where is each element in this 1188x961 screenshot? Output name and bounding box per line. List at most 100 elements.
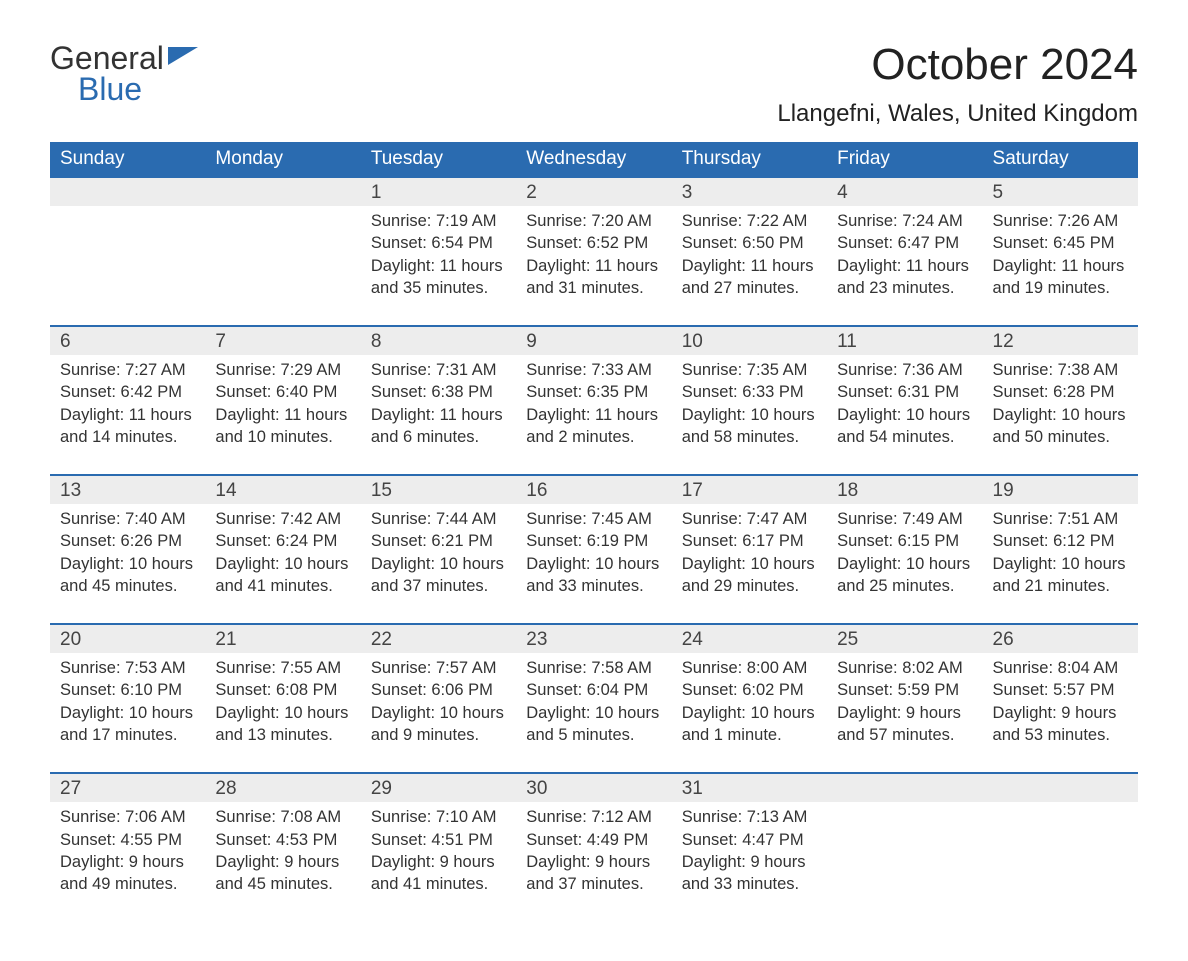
- daylight-text: Daylight: 10 hours and 21 minutes.: [993, 553, 1128, 598]
- sunrise-text: Sunrise: 7:53 AM: [60, 657, 195, 679]
- location-text: Llangefni, Wales, United Kingdom: [777, 100, 1138, 128]
- daylight-text: Daylight: 11 hours and 31 minutes.: [526, 255, 661, 300]
- sunset-text: Sunset: 6:10 PM: [60, 679, 195, 701]
- sunset-text: Sunset: 6:45 PM: [993, 232, 1128, 254]
- sunset-text: Sunset: 6:19 PM: [526, 530, 661, 552]
- sunset-text: Sunset: 6:31 PM: [837, 381, 972, 403]
- daylight-text: Daylight: 11 hours and 19 minutes.: [993, 255, 1128, 300]
- day-data-cell: Sunrise: 7:57 AMSunset: 6:06 PMDaylight:…: [361, 653, 516, 773]
- day-data-cell: [205, 206, 360, 326]
- sunset-text: Sunset: 5:59 PM: [837, 679, 972, 701]
- daylight-text: Daylight: 11 hours and 10 minutes.: [215, 404, 350, 449]
- sunset-text: Sunset: 6:02 PM: [682, 679, 817, 701]
- sunset-text: Sunset: 5:57 PM: [993, 679, 1128, 701]
- day-number-cell: 6: [50, 326, 205, 355]
- day-number-cell: 31: [672, 773, 827, 802]
- title-block: October 2024 Llangefni, Wales, United Ki…: [777, 40, 1138, 136]
- daylight-text: Daylight: 9 hours and 45 minutes.: [215, 851, 350, 896]
- day-header-row: SundayMondayTuesdayWednesdayThursdayFrid…: [50, 142, 1138, 177]
- day-number-cell: 30: [516, 773, 671, 802]
- daylight-text: Daylight: 10 hours and 45 minutes.: [60, 553, 195, 598]
- day-number-cell: 4: [827, 177, 982, 206]
- day-number-cell: 8: [361, 326, 516, 355]
- day-number-cell: 18: [827, 475, 982, 504]
- sunrise-text: Sunrise: 7:13 AM: [682, 806, 817, 828]
- sunset-text: Sunset: 6:12 PM: [993, 530, 1128, 552]
- day-data-cell: Sunrise: 7:53 AMSunset: 6:10 PMDaylight:…: [50, 653, 205, 773]
- daylight-text: Daylight: 9 hours and 41 minutes.: [371, 851, 506, 896]
- sunrise-text: Sunrise: 8:04 AM: [993, 657, 1128, 679]
- daylight-text: Daylight: 9 hours and 53 minutes.: [993, 702, 1128, 747]
- sunset-text: Sunset: 6:26 PM: [60, 530, 195, 552]
- sunrise-text: Sunrise: 7:19 AM: [371, 210, 506, 232]
- day-data-cell: Sunrise: 7:19 AMSunset: 6:54 PMDaylight:…: [361, 206, 516, 326]
- sunrise-text: Sunrise: 7:40 AM: [60, 508, 195, 530]
- day-number-cell: 29: [361, 773, 516, 802]
- sunset-text: Sunset: 6:42 PM: [60, 381, 195, 403]
- daylight-text: Daylight: 10 hours and 37 minutes.: [371, 553, 506, 598]
- daylight-text: Daylight: 10 hours and 50 minutes.: [993, 404, 1128, 449]
- day-header: Wednesday: [516, 142, 671, 177]
- day-header: Monday: [205, 142, 360, 177]
- week-data-row: Sunrise: 7:53 AMSunset: 6:10 PM Daylight:…: [50, 653, 1138, 773]
- day-number-cell: 15: [361, 475, 516, 504]
- daylight-text: Daylight: 10 hours and 5 minutes.: [526, 702, 661, 747]
- day-data-cell: Sunrise: 7:35 AMSunset: 6:33 PMDaylight:…: [672, 355, 827, 475]
- calendar-body: 12345Sunrise: 7:19 AMSunset: 6:54 PMDayl…: [50, 177, 1138, 921]
- day-data-cell: Sunrise: 7:24 AMSunset: 6:47 PMDaylight:…: [827, 206, 982, 326]
- daylight-text: Daylight: 10 hours and 33 minutes.: [526, 553, 661, 598]
- day-number-cell: 11: [827, 326, 982, 355]
- sunset-text: Sunset: 6:47 PM: [837, 232, 972, 254]
- day-number-cell: 1: [361, 177, 516, 206]
- day-number-cell: 2: [516, 177, 671, 206]
- week-data-row: Sunrise: 7:40 AMSunset: 6:26 PMDaylight:…: [50, 504, 1138, 624]
- sunset-text: Sunset: 6:28 PM: [993, 381, 1128, 403]
- sunrise-text: Sunrise: 7:27 AM: [60, 359, 195, 381]
- week-data-row: Sunrise: 7:27 AMSunset: 6:42 PM Daylight:…: [50, 355, 1138, 475]
- week-data-row: Sunrise: 7:19 AMSunset: 6:54 PMDaylight:…: [50, 206, 1138, 326]
- sunrise-text: Sunrise: 7:31 AM: [371, 359, 506, 381]
- daylight-text: Daylight: 11 hours and 6 minutes.: [371, 404, 506, 449]
- sunrise-text: Sunrise: 7:33 AM: [526, 359, 661, 381]
- sunrise-text: Sunrise: 7:49 AM: [837, 508, 972, 530]
- sunset-text: Sunset: 6:08 PM: [215, 679, 350, 701]
- day-number-cell: 17: [672, 475, 827, 504]
- day-header: Thursday: [672, 142, 827, 177]
- sunset-text: Sunset: 6:35 PM: [526, 381, 661, 403]
- sunset-text: Sunset: 6:38 PM: [371, 381, 506, 403]
- sunrise-text: Sunrise: 7:10 AM: [371, 806, 506, 828]
- daylight-text: Daylight: 10 hours and 25 minutes.: [837, 553, 972, 598]
- daylight-text: Daylight: 10 hours and 9 minutes.: [371, 702, 506, 747]
- day-data-cell: [50, 206, 205, 326]
- daylight-text: Daylight: 9 hours and 49 minutes.: [60, 851, 195, 896]
- day-number-cell: [827, 773, 982, 802]
- logo: General Blue: [50, 40, 204, 108]
- day-data-cell: Sunrise: 7:22 AMSunset: 6:50 PMDaylight:…: [672, 206, 827, 326]
- logo-flag-icon: [168, 47, 204, 74]
- day-data-cell: Sunrise: 7:40 AMSunset: 6:26 PMDaylight:…: [50, 504, 205, 624]
- day-data-cell: Sunrise: 7:42 AMSunset: 6:24 PMDaylight:…: [205, 504, 360, 624]
- sunrise-text: Sunrise: 7:35 AM: [682, 359, 817, 381]
- month-title: October 2024: [777, 40, 1138, 90]
- daylight-text: Daylight: 11 hours and 27 minutes.: [682, 255, 817, 300]
- day-data-cell: Sunrise: 7:10 AMSunset: 4:51 PMDaylight:…: [361, 802, 516, 921]
- daylight-text: Daylight: 11 hours and 35 minutes.: [371, 255, 506, 300]
- sunset-text: Sunset: 6:15 PM: [837, 530, 972, 552]
- calendar-table: SundayMondayTuesdayWednesdayThursdayFrid…: [50, 142, 1138, 921]
- day-data-cell: Sunrise: 7:20 AMSunset: 6:52 PMDaylight:…: [516, 206, 671, 326]
- day-number-cell: 5: [983, 177, 1138, 206]
- sunrise-text: Sunrise: 7:24 AM: [837, 210, 972, 232]
- day-data-cell: Sunrise: 7:31 AMSunset: 6:38 PMDaylight:…: [361, 355, 516, 475]
- sunrise-text: Sunrise: 7:58 AM: [526, 657, 661, 679]
- week-number-row: 6789101112: [50, 326, 1138, 355]
- daylight-text: Daylight: 9 hours and 57 minutes.: [837, 702, 972, 747]
- day-data-cell: Sunrise: 7:27 AMSunset: 6:42 PMDaylight:…: [50, 355, 205, 475]
- sunrise-text: Sunrise: 7:06 AM: [60, 806, 195, 828]
- day-number-cell: 24: [672, 624, 827, 653]
- header: General Blue October 2024 Llangefni, Wal…: [50, 40, 1138, 136]
- day-data-cell: Sunrise: 7:58 AMSunset: 6:04 PMDaylight:…: [516, 653, 671, 773]
- day-number-cell: 10: [672, 326, 827, 355]
- day-number-cell: 19: [983, 475, 1138, 504]
- day-data-cell: Sunrise: 8:04 AMSunset: 5:57 PMDaylight:…: [983, 653, 1138, 773]
- sunset-text: Sunset: 6:40 PM: [215, 381, 350, 403]
